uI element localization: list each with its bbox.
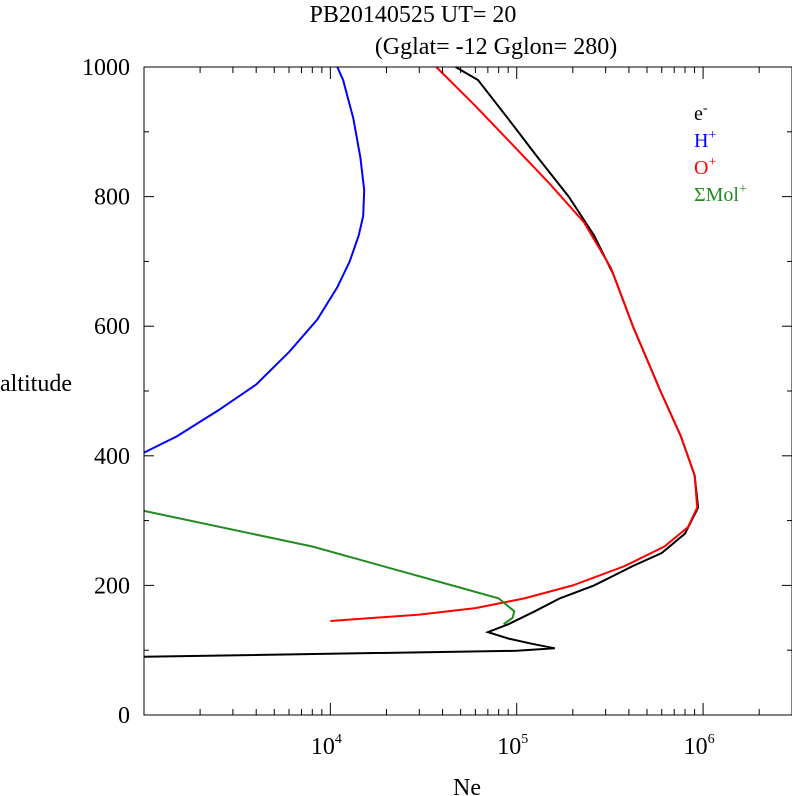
legend-entry-1: e- bbox=[694, 101, 708, 125]
y-tick-label: 1000 bbox=[82, 55, 130, 81]
chart-subtitle: (Gglat= -12 Gglon= 280) bbox=[375, 34, 617, 60]
plot-series bbox=[143, 66, 700, 658]
axis-ticks bbox=[143, 66, 792, 716]
x-tick-label: 106 bbox=[684, 732, 715, 760]
y-tick-label: 0 bbox=[118, 703, 130, 729]
legend-entry-2: H+ bbox=[694, 128, 716, 152]
series-line-1 bbox=[143, 66, 700, 658]
legend-entry-3: O+ bbox=[694, 155, 716, 179]
y-axis-label: altitude bbox=[0, 371, 72, 397]
x-tick-label: 104 bbox=[311, 732, 342, 760]
series-line-4 bbox=[143, 509, 516, 626]
legend: e- H+ O+ ΣMol+ bbox=[694, 101, 747, 206]
x-tick-labels: 104 105 106 bbox=[311, 732, 715, 760]
x-tick-label: 105 bbox=[497, 732, 528, 760]
y-tick-label: 800 bbox=[94, 185, 130, 211]
series-line-2 bbox=[143, 66, 366, 454]
y-tick-labels: 0 200 400 600 800 1000 bbox=[82, 55, 130, 729]
chart-title: PB20140525 UT= 20 bbox=[310, 2, 517, 28]
y-tick-label: 400 bbox=[94, 444, 130, 470]
y-tick-label: 600 bbox=[94, 314, 130, 340]
x-axis-label: Ne bbox=[453, 775, 481, 796]
y-tick-label: 200 bbox=[94, 573, 130, 599]
legend-entry-4: ΣMol+ bbox=[694, 182, 747, 206]
series-line-3 bbox=[330, 66, 699, 622]
